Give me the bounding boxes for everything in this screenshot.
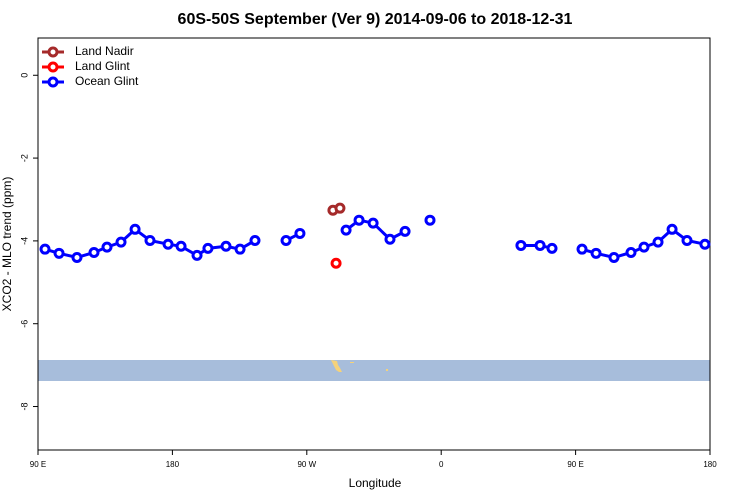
y-tick-label: -4 bbox=[19, 237, 29, 245]
legend-marker bbox=[47, 46, 59, 58]
point bbox=[334, 202, 346, 214]
point bbox=[115, 236, 127, 248]
point bbox=[681, 234, 693, 246]
point bbox=[101, 241, 113, 253]
point bbox=[294, 227, 306, 239]
y-tick-label: -6 bbox=[19, 320, 29, 328]
point bbox=[39, 243, 51, 255]
x-tick-label: 0 bbox=[439, 460, 444, 469]
legend-marker bbox=[47, 61, 59, 73]
point bbox=[191, 249, 203, 261]
point bbox=[399, 225, 411, 237]
point bbox=[144, 234, 156, 246]
y-tick-label: -8 bbox=[19, 403, 29, 411]
legend-marker bbox=[47, 76, 59, 88]
point bbox=[590, 247, 602, 259]
point bbox=[652, 236, 664, 248]
point bbox=[220, 240, 232, 252]
point bbox=[353, 214, 365, 226]
point bbox=[340, 224, 352, 236]
point bbox=[515, 239, 527, 251]
plot-frame bbox=[37, 37, 711, 451]
point bbox=[699, 238, 711, 250]
legend-label: Ocean Glint bbox=[75, 74, 139, 88]
land-strip bbox=[38, 360, 710, 381]
point bbox=[88, 246, 100, 258]
point bbox=[162, 238, 174, 250]
point bbox=[546, 242, 558, 254]
point bbox=[367, 217, 379, 229]
point bbox=[576, 243, 588, 255]
y-tick-label: -2 bbox=[19, 154, 29, 162]
point bbox=[384, 233, 396, 245]
point bbox=[424, 214, 436, 226]
chart-title: 60S-50S September (Ver 9) 2014-09-06 to … bbox=[178, 11, 573, 28]
point bbox=[534, 239, 546, 251]
land-mass bbox=[331, 360, 388, 372]
point bbox=[608, 251, 620, 263]
point bbox=[129, 223, 141, 235]
point bbox=[638, 241, 650, 253]
legend-label: Land Nadir bbox=[75, 44, 134, 58]
y-axis-label: XCO2 - MLO trend (ppm) bbox=[0, 177, 14, 312]
point bbox=[53, 247, 65, 259]
point bbox=[71, 251, 83, 263]
x-tick-label: 180 bbox=[166, 460, 180, 469]
x-axis-label: Longitude bbox=[349, 476, 402, 490]
point bbox=[666, 223, 678, 235]
point bbox=[625, 246, 637, 258]
point bbox=[175, 240, 187, 252]
x-tick-label: 90 E bbox=[567, 460, 583, 469]
x-tick-label: 90 E bbox=[30, 460, 46, 469]
y-tick-label: 0 bbox=[19, 73, 29, 78]
point bbox=[330, 257, 342, 269]
point bbox=[234, 243, 246, 255]
x-tick-label: 180 bbox=[703, 460, 717, 469]
point bbox=[249, 234, 261, 246]
legend-label: Land Glint bbox=[75, 59, 130, 73]
point bbox=[202, 242, 214, 254]
point bbox=[280, 234, 292, 246]
x-tick-label: 90 W bbox=[297, 460, 316, 469]
